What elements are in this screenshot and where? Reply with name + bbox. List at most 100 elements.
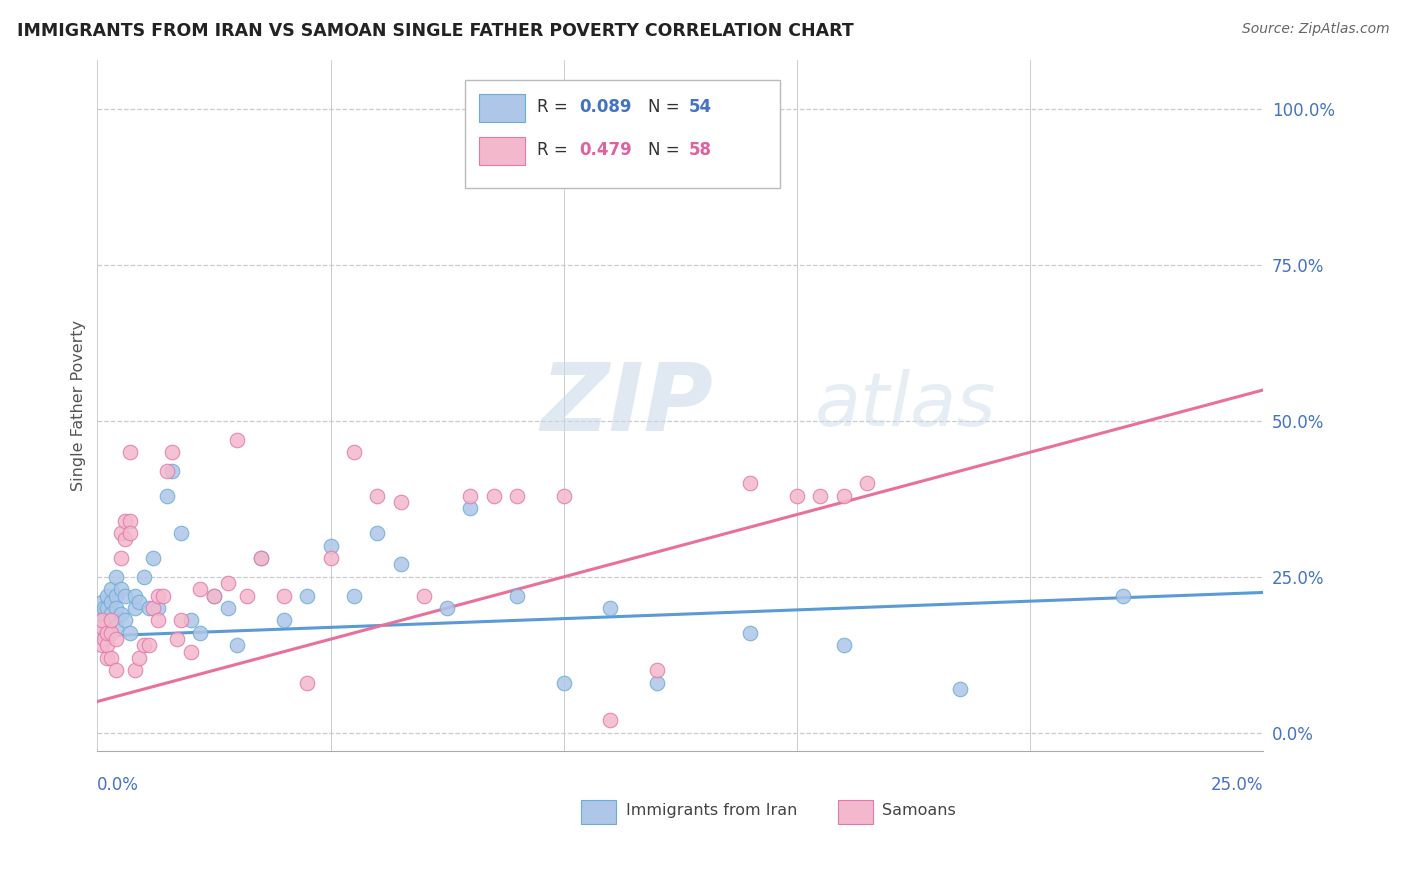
FancyBboxPatch shape: [581, 800, 616, 824]
Point: [235, 589, 257, 603]
Point: [740, 626, 762, 640]
Point: [180, 645, 202, 659]
Point: [91, 614, 114, 628]
Point: [297, 675, 319, 690]
Point: [138, 601, 160, 615]
Point: [343, 589, 366, 603]
Point: [389, 495, 412, 509]
Point: [226, 639, 249, 653]
Text: Immigrants from Iran: Immigrants from Iran: [626, 803, 797, 818]
Point: [118, 445, 141, 459]
Point: [366, 489, 388, 503]
Point: [93, 632, 115, 647]
Point: [160, 445, 183, 459]
Point: [91, 620, 114, 634]
Point: [114, 533, 136, 547]
Point: [105, 664, 128, 678]
Point: [91, 620, 114, 634]
Point: [124, 589, 146, 603]
Point: [96, 626, 118, 640]
Point: [412, 589, 434, 603]
Point: [949, 681, 972, 696]
Point: [146, 614, 169, 628]
Point: [105, 620, 128, 634]
Point: [118, 514, 141, 528]
Y-axis label: Single Father Poverty: Single Father Poverty: [72, 320, 86, 491]
Point: [132, 570, 155, 584]
Point: [217, 601, 239, 615]
Point: [389, 558, 412, 572]
Point: [93, 601, 115, 615]
Point: [114, 614, 136, 628]
Point: [132, 639, 155, 653]
Point: [124, 664, 146, 678]
Point: [91, 639, 114, 653]
Point: [118, 626, 141, 640]
Text: atlas: atlas: [814, 369, 995, 442]
Point: [110, 551, 132, 566]
Point: [832, 489, 855, 503]
Point: [553, 489, 575, 503]
FancyBboxPatch shape: [478, 137, 526, 165]
Point: [786, 489, 808, 503]
Point: [297, 589, 319, 603]
Point: [343, 445, 366, 459]
Point: [506, 489, 529, 503]
Point: [89, 626, 111, 640]
Point: [249, 551, 271, 566]
Point: [110, 607, 132, 622]
Point: [110, 582, 132, 597]
Point: [599, 601, 621, 615]
Text: R =: R =: [537, 97, 574, 116]
Text: 0.089: 0.089: [579, 97, 631, 116]
Point: [91, 595, 114, 609]
Point: [96, 620, 118, 634]
Text: Samoans: Samoans: [882, 803, 956, 818]
Text: Source: ZipAtlas.com: Source: ZipAtlas.com: [1241, 22, 1389, 37]
Point: [319, 539, 342, 553]
Point: [217, 576, 239, 591]
Point: [188, 582, 211, 597]
Point: [105, 570, 128, 584]
Point: [506, 589, 529, 603]
Point: [105, 589, 128, 603]
Point: [114, 514, 136, 528]
Point: [553, 675, 575, 690]
Point: [273, 589, 295, 603]
Text: 0.0%: 0.0%: [97, 776, 139, 794]
Point: [645, 664, 668, 678]
Point: [105, 632, 128, 647]
Point: [138, 639, 160, 653]
Point: [319, 551, 342, 566]
Point: [96, 626, 118, 640]
Point: [91, 607, 114, 622]
FancyBboxPatch shape: [478, 95, 526, 122]
Point: [146, 601, 169, 615]
Point: [100, 626, 122, 640]
Text: N =: N =: [648, 141, 685, 159]
Point: [124, 601, 146, 615]
Text: N =: N =: [648, 97, 685, 116]
Point: [110, 526, 132, 541]
Point: [202, 589, 225, 603]
Point: [202, 589, 225, 603]
Point: [599, 713, 621, 727]
Point: [188, 626, 211, 640]
Point: [100, 595, 122, 609]
Point: [1112, 589, 1135, 603]
Point: [89, 614, 111, 628]
Point: [128, 651, 150, 665]
Point: [170, 614, 193, 628]
Text: 0.479: 0.479: [579, 141, 631, 159]
Point: [114, 589, 136, 603]
Point: [808, 489, 831, 503]
Point: [142, 551, 165, 566]
Point: [156, 489, 179, 503]
Point: [366, 526, 388, 541]
Point: [482, 489, 505, 503]
Point: [105, 601, 128, 615]
Point: [856, 476, 879, 491]
Point: [146, 589, 169, 603]
Text: 58: 58: [689, 141, 711, 159]
Point: [100, 614, 122, 628]
